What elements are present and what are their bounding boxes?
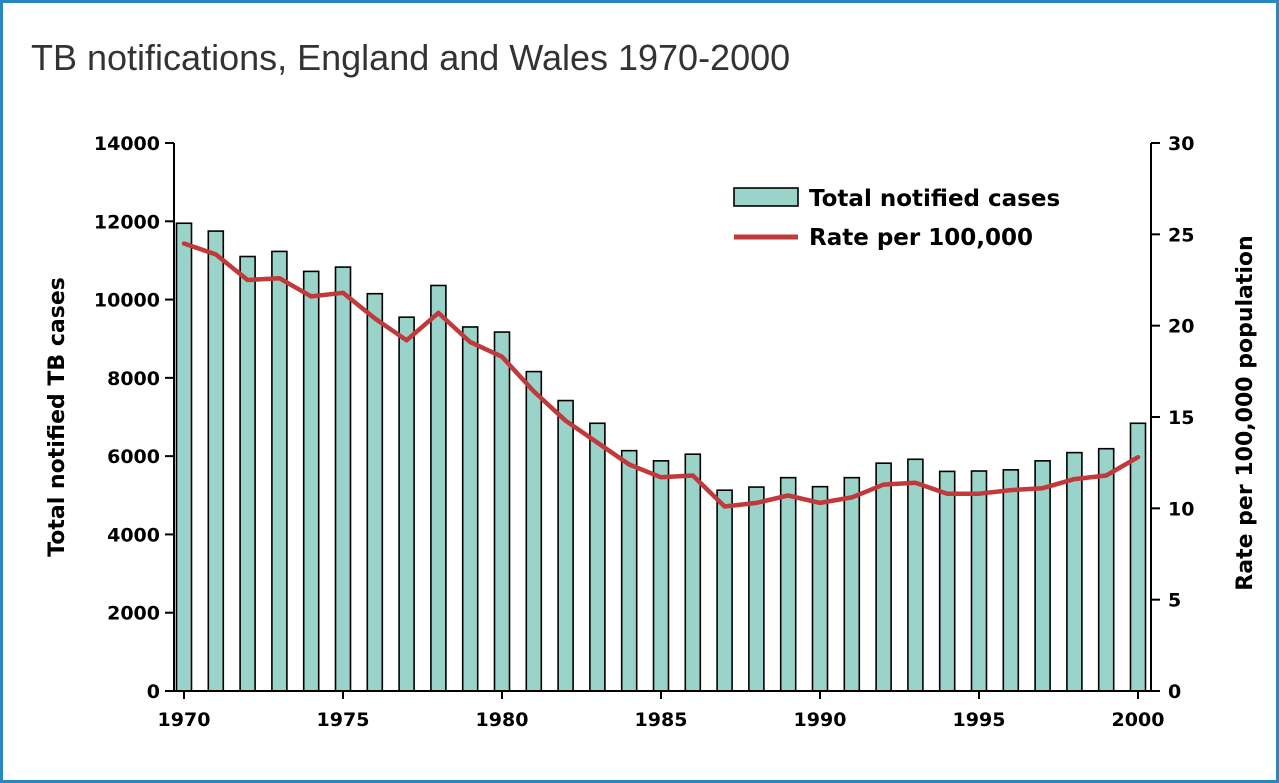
y-tick-label-10000: 10000	[94, 290, 160, 312]
labels-group: 0200040006000800010000120001400005101520…	[45, 133, 1258, 731]
bar-1974	[302, 270, 320, 692]
axes-group	[165, 142, 1160, 699]
bar-1989	[779, 476, 797, 692]
y2-tick-label-30: 30	[1168, 133, 1194, 155]
y-tick-label-6000: 6000	[107, 446, 160, 468]
bar-1975	[334, 266, 352, 692]
bar-1996	[1002, 469, 1020, 692]
bar-1995	[970, 470, 988, 692]
bar-1988	[748, 486, 765, 692]
legend: Total notified cases Rate per 100,000	[733, 186, 1060, 251]
y2-tick-label-25: 25	[1168, 224, 1194, 246]
bar-1992	[875, 462, 892, 692]
bar-1977	[398, 316, 415, 692]
y-axis-title: Total notified TB cases	[45, 277, 70, 557]
y-tick-label-4000: 4000	[107, 524, 160, 546]
line-group	[181, 241, 1141, 509]
bar-1984	[620, 449, 638, 692]
x-tick-label-1980: 1980	[476, 709, 529, 731]
bar-1976	[366, 292, 384, 692]
x-tick-label-1990: 1990	[794, 709, 847, 731]
bar-1973	[271, 250, 288, 692]
bar-1981	[525, 370, 543, 692]
bar-1980	[493, 331, 511, 692]
bar-1998	[1066, 451, 1083, 692]
bar-1971	[207, 230, 225, 692]
bar-2000	[1129, 422, 1147, 692]
bar-1993	[907, 458, 924, 692]
bar-1990	[811, 485, 829, 692]
x-tick-label-1970: 1970	[158, 709, 211, 731]
bar-1970	[175, 222, 193, 692]
bar-1972	[239, 255, 256, 692]
bar-1999	[1097, 447, 1115, 692]
x-tick-label-2000: 2000	[1112, 709, 1165, 731]
bar-1983	[589, 422, 606, 692]
bar-1986	[684, 453, 702, 692]
bar-1987	[716, 489, 733, 692]
bar-1997	[1034, 460, 1051, 692]
x-tick-label-1985: 1985	[635, 709, 688, 731]
y-tick-label-8000: 8000	[107, 368, 160, 390]
y2-tick-label-5: 5	[1168, 590, 1181, 612]
legend-line-label: Rate per 100,000	[809, 225, 1033, 251]
bar-1978	[430, 284, 447, 692]
bar-1994	[938, 470, 956, 692]
legend-bar-swatch	[733, 187, 799, 207]
y2-tick-label-10: 10	[1168, 498, 1194, 520]
x-tick-label-1975: 1975	[317, 709, 370, 731]
y-tick-label-0: 0	[147, 681, 160, 703]
y2-axis-title: Rate per 100,000 population	[1233, 235, 1258, 590]
bar-1991	[843, 476, 861, 692]
y-tick-label-12000: 12000	[94, 211, 160, 233]
bar-1979	[461, 326, 479, 692]
legend-bar-label: Total notified cases	[809, 186, 1060, 212]
y2-tick-label-15: 15	[1168, 407, 1194, 429]
x-tick-label-1995: 1995	[953, 709, 1006, 731]
y-tick-label-2000: 2000	[107, 603, 160, 625]
bar-1985	[652, 460, 670, 692]
y-tick-label-14000: 14000	[94, 133, 160, 155]
bars-group	[175, 222, 1147, 692]
chart-title: TB notifications, England and Wales 1970…	[31, 37, 791, 78]
y2-tick-label-0: 0	[1168, 681, 1181, 703]
y2-tick-label-20: 20	[1168, 316, 1194, 338]
bar-1982	[557, 399, 574, 692]
